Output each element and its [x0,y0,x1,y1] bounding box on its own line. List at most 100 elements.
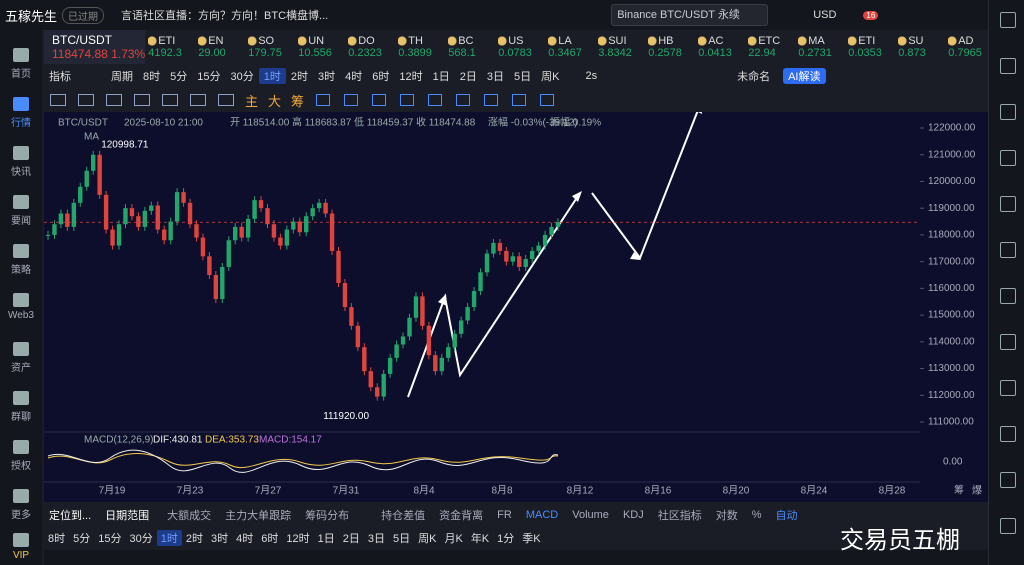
timeframe[interactable]: 2时 [185,533,203,545]
draw-icon[interactable] [190,94,206,106]
sidebar-label[interactable]: 资产 [11,363,31,374]
ticker[interactable]: HB 0.2578 [645,35,696,59]
timeframe[interactable]: 15分 [98,533,122,545]
tab[interactable]: MACD [525,509,559,521]
ticker[interactable]: ETC 22.94 [745,35,796,59]
tab[interactable]: 资金背离 [439,510,484,522]
draw-icon[interactable] [78,94,94,106]
ai-button[interactable]: AI解读 [783,68,826,84]
ticker[interactable]: AD 0.7965 [945,35,988,59]
indicator-button[interactable]: 指标 [49,71,71,83]
timeframe[interactable]: 3日 [367,533,385,545]
interval[interactable]: 5日 [514,71,532,83]
timeframe[interactable]: 月K [444,533,463,545]
draw-icon[interactable] [50,94,66,106]
ticker[interactable]: EN 29.00 [195,35,246,59]
draw-icon[interactable] [428,94,443,106]
tab[interactable]: 主力大单跟踪 [225,510,292,522]
draw-icon[interactable] [316,94,331,106]
interval[interactable]: 30分 [230,71,254,83]
sidebar-label[interactable]: 行情 [11,118,31,129]
tab[interactable]: FR [497,509,512,521]
tab[interactable]: 社区指标 [657,510,702,522]
draw-icon[interactable] [372,94,387,106]
interval[interactable]: 5分 [170,71,188,83]
interval[interactable]: 1时 [258,68,286,84]
tab[interactable]: 定位到... [49,510,92,522]
tab[interactable]: 持仓差值 [381,510,426,522]
sidebar-label[interactable]: 快讯 [11,167,31,178]
tab[interactable]: 日期范围 [105,510,150,522]
ticker[interactable]: ETI 0.0353 [845,35,896,59]
sidebar-label[interactable]: 群聊 [11,412,31,423]
news[interactable]: 言语社区直播：方向？方向！BTC横盘博... [121,10,329,22]
ticker[interactable]: SO 179.75 [245,35,296,59]
timeframe[interactable]: 周K [418,533,437,545]
interval[interactable]: 周K [541,71,560,83]
timeframe[interactable]: 6时 [261,533,279,545]
ticker[interactable]: UN 10.556 [295,35,346,59]
tab[interactable]: Volume [572,509,609,521]
timeframe[interactable]: 4时 [236,533,254,545]
draw-tool[interactable]: 大 [268,93,282,109]
sidebar-label[interactable]: VIP [12,550,30,561]
timeframe[interactable]: 8时 [48,533,66,545]
interval[interactable]: 3日 [486,71,504,83]
timeframe[interactable]: 1时 [156,530,182,546]
side-icon[interactable] [1000,380,1016,396]
ticker[interactable]: BC 568.1 [445,35,496,59]
sidebar-label[interactable]: Web3 [8,310,34,321]
ticker[interactable]: DO 0.2323 [345,35,396,59]
tab[interactable]: 大额成交 [167,510,212,522]
draw-tool[interactable]: 主 [245,93,259,109]
refresh[interactable]: 2s [585,70,598,82]
timeframe[interactable]: 季K [522,533,541,545]
side-icon[interactable] [1000,426,1016,442]
tab[interactable]: 自动 [775,510,798,522]
draw-icon[interactable] [344,94,359,106]
ticker[interactable]: US 0.0783 [495,35,546,59]
draw-icon[interactable] [512,94,527,106]
draw-tool[interactable]: 筹 [291,93,305,109]
ticker[interactable]: SUI 3.8342 [595,35,646,59]
sidebar-label[interactable]: 要闻 [11,216,31,227]
ticker[interactable]: LA 0.3467 [545,35,596,59]
ticker[interactable]: AC 0.0413 [695,35,746,59]
side-icon[interactable] [1000,518,1016,534]
interval[interactable]: 15分 [197,71,221,83]
side-icon[interactable] [1000,104,1016,120]
side-icon[interactable] [1000,288,1016,304]
ticker[interactable]: TH 0.3899 [395,35,446,59]
timeframe[interactable]: 30分 [129,533,153,545]
sidebar-label[interactable]: 更多 [11,510,31,521]
tab[interactable]: 对数 [715,510,738,522]
side-icon[interactable] [1000,242,1016,258]
timeframe[interactable]: 12时 [286,533,310,545]
layout-name[interactable]: 未命名 [737,71,771,83]
side-icon[interactable] [1000,334,1016,350]
timeframe[interactable]: 3时 [211,533,229,545]
interval[interactable]: 8时 [143,71,161,83]
draw-icon[interactable] [106,94,122,106]
main-ticker[interactable]: BTC/USDT 118474.88 1.73% [44,30,146,64]
timeframe[interactable]: 2日 [342,533,360,545]
tab[interactable]: KDJ [622,509,644,521]
interval[interactable]: 6时 [372,71,390,83]
side-icon[interactable] [1000,150,1016,166]
sidebar-label[interactable]: 首页 [11,69,31,80]
status[interactable]: 已过期 [62,6,105,24]
side-icon[interactable] [1000,196,1016,212]
draw-icon[interactable] [400,94,415,106]
draw-icon[interactable] [162,94,178,106]
interval[interactable]: 4时 [345,71,363,83]
draw-icon[interactable] [484,94,499,106]
side-icon[interactable] [1000,58,1016,74]
timeframe[interactable]: 1日 [317,533,335,545]
sidebar-label[interactable]: 策略 [11,265,31,276]
ticker[interactable]: MA 0.2731 [795,35,846,59]
sidebar-label[interactable]: 授权 [11,461,31,472]
interval[interactable]: 12时 [399,71,423,83]
timeframe[interactable]: 5日 [393,533,411,545]
tab[interactable]: 筹码分布 [305,510,350,522]
tab[interactable]: % [751,509,762,521]
